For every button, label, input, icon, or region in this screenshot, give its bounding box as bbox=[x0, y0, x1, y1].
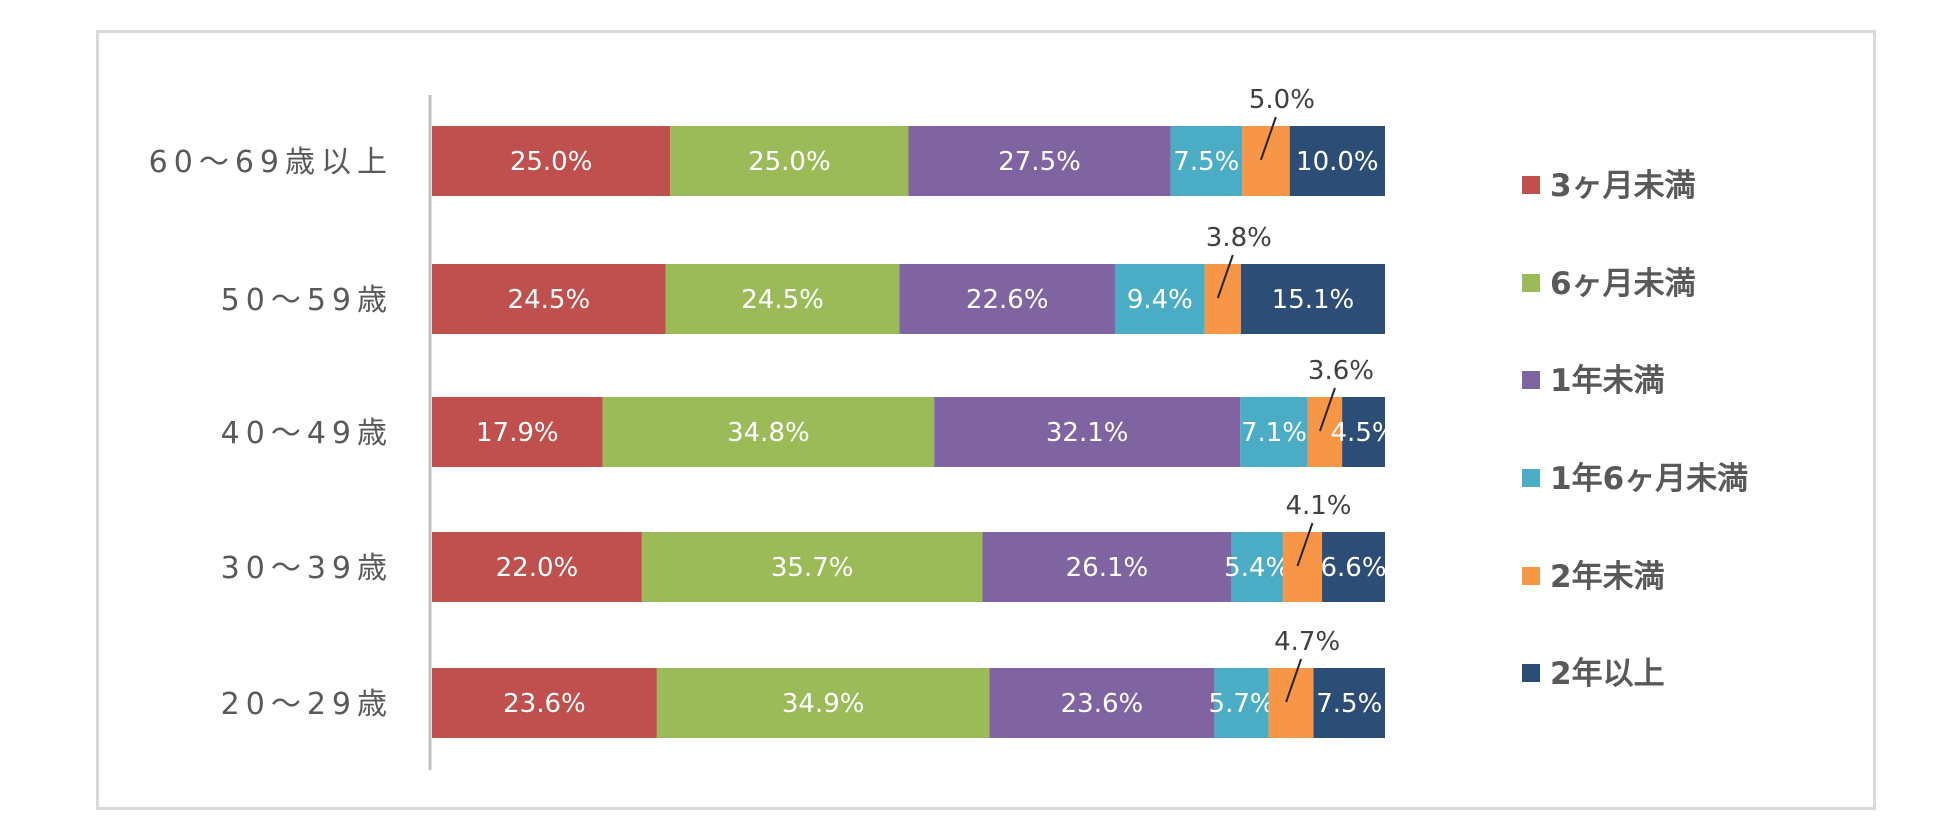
data-label: 25.0% bbox=[748, 147, 831, 177]
data-label-leader bbox=[1216, 254, 1234, 299]
data-label: 5.7% bbox=[1209, 689, 1275, 719]
data-label-leader bbox=[1285, 658, 1303, 703]
data-label: 3.6% bbox=[1308, 356, 1374, 386]
category-label: 60～69歳以上 bbox=[149, 145, 393, 180]
bar-segment bbox=[1242, 126, 1290, 196]
bar-segment bbox=[641, 532, 983, 602]
bar-segment bbox=[908, 126, 1171, 196]
data-label: 32.1% bbox=[1046, 418, 1129, 448]
bar-segment bbox=[432, 668, 657, 738]
data-label: 4.5% bbox=[1331, 418, 1397, 448]
bar-segment bbox=[1268, 668, 1314, 738]
legend-label: 3ヶ月未満 bbox=[1550, 168, 1696, 204]
bar-segment bbox=[899, 264, 1116, 334]
legend-swatch bbox=[1522, 176, 1540, 194]
bar-segment bbox=[656, 668, 990, 738]
category-label: 20～29歳 bbox=[221, 687, 393, 722]
bar-segment bbox=[1342, 397, 1385, 467]
bar-segment bbox=[432, 397, 603, 467]
bar-segment bbox=[1240, 397, 1308, 467]
data-label: 7.1% bbox=[1241, 418, 1307, 448]
data-label-leader bbox=[1296, 522, 1314, 567]
bars-layer: 25.0% 25.0% 27.5% 7.5% 5.0% 10.0% 24.5% 24.5% 22… bbox=[432, 85, 1397, 738]
bar-segment bbox=[934, 397, 1241, 467]
category-label: 30～39歳 bbox=[221, 551, 393, 586]
bar-segment bbox=[1289, 126, 1385, 196]
data-label: 23.6% bbox=[1061, 689, 1144, 719]
data-label: 4.7% bbox=[1274, 627, 1340, 657]
bar-segment bbox=[432, 126, 671, 196]
legend-swatch bbox=[1522, 274, 1540, 292]
data-label: 3.8% bbox=[1206, 223, 1272, 253]
bar-segment bbox=[1313, 668, 1385, 738]
bar-segment bbox=[1240, 264, 1385, 334]
data-label: 34.9% bbox=[782, 689, 865, 719]
data-label: 34.8% bbox=[727, 418, 810, 448]
data-label: 26.1% bbox=[1066, 553, 1149, 583]
data-label: 5.0% bbox=[1249, 85, 1315, 115]
bar-segment bbox=[1170, 126, 1243, 196]
legend-label: 2年未満 bbox=[1550, 559, 1665, 595]
category-label: 40～49歳 bbox=[221, 416, 393, 451]
bar-segment bbox=[1115, 264, 1205, 334]
data-label: 22.6% bbox=[966, 285, 1049, 315]
bar-segment bbox=[1282, 532, 1323, 602]
legend-label: 2年以上 bbox=[1550, 656, 1665, 692]
data-label: 10.0% bbox=[1296, 147, 1379, 177]
legend-label: 6ヶ月未満 bbox=[1550, 266, 1696, 302]
data-label: 6.6% bbox=[1320, 553, 1386, 583]
legend-swatch bbox=[1522, 664, 1540, 682]
data-label: 7.5% bbox=[1316, 689, 1382, 719]
data-label: 24.5% bbox=[508, 285, 591, 315]
category-labels: 60～69歳以上 50～59歳 40～49歳 30～39歳 20～29歳 bbox=[149, 145, 393, 722]
data-label: 27.5% bbox=[998, 147, 1081, 177]
bar-segment bbox=[1307, 397, 1343, 467]
data-label: 22.0% bbox=[496, 553, 579, 583]
data-label: 35.7% bbox=[771, 553, 854, 583]
data-label: 25.0% bbox=[510, 147, 593, 177]
legend-swatch bbox=[1522, 371, 1540, 389]
bar-segment bbox=[670, 126, 909, 196]
legend: 3ヶ月未満 6ヶ月未満 1年未満 1年6ヶ月未満 2年未満 2年以上 bbox=[1522, 168, 1748, 692]
data-label: 24.5% bbox=[741, 285, 824, 315]
data-label: 15.1% bbox=[1272, 285, 1355, 315]
bar-segment bbox=[1204, 264, 1241, 334]
legend-swatch bbox=[1522, 567, 1540, 585]
data-label-leader bbox=[1259, 116, 1277, 161]
data-label: 17.9% bbox=[476, 418, 559, 448]
data-label: 9.4% bbox=[1127, 285, 1193, 315]
data-label: 5.4% bbox=[1224, 553, 1290, 583]
data-label: 23.6% bbox=[503, 689, 586, 719]
legend-label: 1年未満 bbox=[1550, 363, 1665, 399]
bar-segment bbox=[432, 264, 666, 334]
bar-segment bbox=[1322, 532, 1385, 602]
bar-segment bbox=[665, 264, 900, 334]
category-label: 50～59歳 bbox=[221, 283, 393, 318]
legend-label: 1年6ヶ月未満 bbox=[1550, 461, 1748, 497]
bar-segment bbox=[602, 397, 935, 467]
data-label: 4.1% bbox=[1285, 491, 1351, 521]
bar-segment bbox=[989, 668, 1215, 738]
bar-segment bbox=[1214, 668, 1269, 738]
bar-segment bbox=[432, 532, 642, 602]
data-label-leader bbox=[1319, 387, 1336, 432]
data-label: 7.5% bbox=[1173, 147, 1239, 177]
legend-swatch bbox=[1522, 469, 1540, 487]
bar-segment bbox=[1231, 532, 1283, 602]
bar-segment bbox=[982, 532, 1232, 602]
